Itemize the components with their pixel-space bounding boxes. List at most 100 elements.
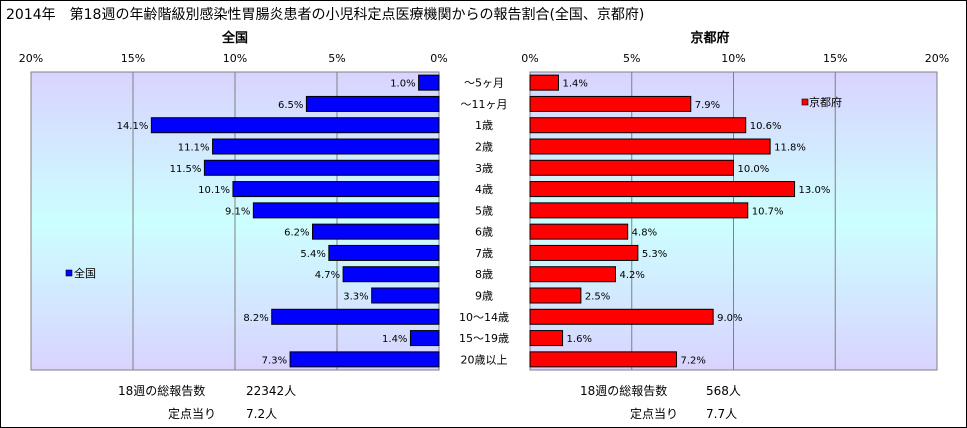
national-data-label: 9.1%: [225, 206, 250, 217]
kyoto-tick-label: 20%: [925, 52, 949, 65]
age-category-label: 2歳: [475, 141, 493, 154]
national-data-label: 11.1%: [178, 143, 210, 154]
kyoto-bar: [529, 95, 692, 112]
kyoto-bar: [529, 159, 734, 176]
kyoto-legend-swatch: [801, 98, 809, 106]
age-category-label: ～11ヶ月: [461, 98, 508, 111]
age-category-label: 9歳: [475, 290, 493, 303]
kyoto-data-label: 7.2%: [681, 355, 706, 366]
kyoto-tick-labels: 0% 5% 10% 15% 20%: [521, 52, 949, 65]
kyoto-data-label: 5.3%: [642, 249, 667, 260]
national-bar: [312, 223, 440, 240]
kyoto-panel-title: 京都府: [690, 30, 729, 46]
national-bar: [409, 330, 440, 347]
national-data-label: 1.4%: [382, 334, 407, 345]
age-category-label: 15～19歳: [459, 332, 509, 345]
national-tick-label: 10%: [223, 52, 247, 65]
age-category-label: ～5ヶ月: [464, 77, 504, 90]
national-tick-label: 5%: [328, 52, 345, 65]
national-data-label: 7.3%: [262, 355, 287, 366]
national-data-label: 14.1%: [117, 121, 149, 132]
national-per-value: 7.2人: [246, 407, 277, 421]
age-category-label: 10～14歳: [459, 311, 509, 324]
national-data-label: 10.1%: [198, 185, 230, 196]
kyoto-bar: [529, 202, 749, 219]
kyoto-bar: [529, 74, 559, 91]
national-data-label: 5.4%: [300, 249, 325, 260]
age-category-label: 7歳: [475, 247, 493, 260]
kyoto-legend: 京都府: [801, 95, 842, 109]
age-category-label: 1歳: [475, 119, 493, 132]
kyoto-total-label: 18週の総報告数: [580, 383, 667, 398]
kyoto-data-label: 10.7%: [752, 206, 784, 217]
national-data-label: 8.2%: [243, 313, 268, 324]
national-data-label: 6.2%: [284, 228, 309, 239]
kyoto-bar: [529, 351, 678, 368]
national-legend-label: 全国: [74, 266, 96, 280]
national-bars: [150, 74, 440, 368]
kyoto-bar: [529, 117, 747, 134]
national-bar: [150, 117, 440, 134]
national-data-label: 1.0%: [390, 79, 415, 90]
national-bar: [212, 138, 440, 155]
age-category-label: 8歳: [475, 268, 493, 281]
age-category-label: 20歳以上: [461, 353, 508, 366]
kyoto-data-label: 1.6%: [567, 334, 592, 345]
national-total-value: 22342人: [246, 384, 296, 398]
kyoto-bar: [529, 223, 629, 240]
national-bar: [342, 266, 440, 283]
national-bar: [371, 287, 440, 304]
kyoto-data-label: 1.4%: [562, 79, 587, 90]
kyoto-bar: [529, 181, 796, 198]
kyoto-data-label: 13.0%: [799, 185, 831, 196]
kyoto-data-label: 2.5%: [585, 292, 610, 303]
kyoto-bar: [529, 287, 582, 304]
national-data-label: 11.5%: [170, 164, 202, 175]
kyoto-tick-label: 0%: [521, 52, 538, 65]
kyoto-data-labels: 1.4% 7.9% 10.6% 11.8% 10.0% 13.0% 10.7% 4.8% 5.3…: [562, 79, 830, 367]
national-panel-title: 全国: [221, 30, 248, 46]
kyoto-tick-label: 15%: [823, 52, 847, 65]
age-category-label: 3歳: [475, 162, 493, 175]
kyoto-bar: [529, 330, 564, 347]
kyoto-bars: [529, 74, 796, 368]
national-bar: [289, 351, 440, 368]
national-data-label: 6.5%: [278, 100, 303, 111]
chart-title: 2014年 第18週の年齢階級別感染性胃腸炎患者の小児科定点医療機関からの報告割…: [6, 6, 644, 23]
national-tick-labels: 20% 15% 10% 5% 0%: [19, 52, 448, 65]
kyoto-data-label: 4.8%: [632, 228, 657, 239]
kyoto-data-label: 10.6%: [750, 121, 782, 132]
kyoto-total-value: 568人: [706, 384, 741, 398]
kyoto-data-label: 4.2%: [619, 270, 644, 281]
national-legend: 全国: [65, 266, 96, 280]
age-category-label: 6歳: [475, 226, 493, 239]
national-per-label: 定点当り: [168, 406, 216, 421]
kyoto-per-label: 定点当り: [630, 406, 678, 421]
national-bar: [252, 202, 440, 219]
kyoto-bar: [529, 138, 771, 155]
kyoto-data-label: 10.0%: [738, 164, 770, 175]
kyoto-data-label: 11.8%: [774, 143, 806, 154]
national-bar: [203, 159, 440, 176]
national-bar: [271, 308, 440, 325]
national-bar: [418, 74, 440, 91]
national-tick-label: 0%: [430, 52, 447, 65]
age-category-label: 5歳: [475, 204, 493, 217]
age-category-labels: ～5ヶ月 ～11ヶ月 1歳 2歳 3歳 4歳 5歳 6歳 7歳 8歳 9歳 10～14歳 15～19歳 2…: [459, 77, 509, 367]
kyoto-bar: [529, 266, 616, 283]
kyoto-per-value: 7.7人: [706, 407, 737, 421]
national-tick-label: 20%: [19, 52, 43, 65]
national-bar: [305, 95, 440, 112]
national-bar: [328, 244, 440, 261]
national-tick-label: 15%: [121, 52, 145, 65]
age-category-label: 4歳: [475, 183, 493, 196]
national-data-label: 3.3%: [343, 292, 368, 303]
kyoto-bar: [529, 244, 639, 261]
national-bar: [232, 181, 440, 198]
kyoto-tick-label: 10%: [721, 52, 745, 65]
national-data-label: 4.7%: [315, 270, 340, 281]
kyoto-bar: [529, 308, 714, 325]
kyoto-data-label: 9.0%: [717, 313, 742, 324]
national-total-label: 18週の総報告数: [118, 383, 205, 398]
